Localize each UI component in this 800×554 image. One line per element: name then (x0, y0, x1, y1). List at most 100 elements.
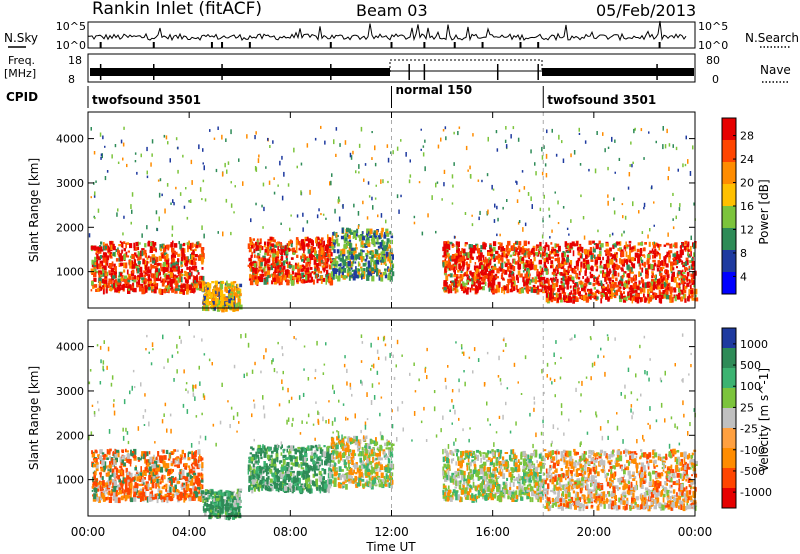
scatter-point (250, 218, 252, 223)
scatter-point (335, 238, 339, 244)
scatter-point (489, 260, 492, 266)
scatter-point (208, 290, 211, 297)
scatter-point (375, 235, 378, 239)
scatter-point (173, 258, 176, 263)
scatter-point (120, 497, 124, 501)
scatter-point (609, 234, 611, 238)
scatter-point (452, 184, 454, 188)
freq-unit: [MHz] (4, 67, 36, 80)
scatter-point (664, 289, 667, 292)
scatter-point (607, 166, 609, 171)
scatter-point (98, 272, 101, 278)
scatter-point (590, 254, 593, 260)
scatter-point (202, 281, 206, 285)
scatter-point (165, 468, 169, 473)
scatter-point (299, 243, 302, 249)
scatter-point (199, 496, 203, 502)
scatter-point (296, 214, 299, 218)
scatter-point (630, 280, 633, 283)
scatter-point (580, 295, 583, 299)
scatter-point (671, 273, 673, 277)
scatter-point (360, 268, 363, 272)
scatter-point (443, 182, 445, 187)
scatter-point (594, 263, 597, 267)
scatter-point (630, 277, 634, 281)
scatter-point (354, 261, 357, 264)
scatter-point (602, 273, 606, 277)
scatter-point (648, 241, 651, 247)
scatter-point (120, 139, 123, 144)
scatter-point (115, 492, 118, 497)
scatter-point (167, 281, 170, 284)
scatter-point (145, 287, 148, 293)
scatter-point (302, 212, 304, 217)
scatter-point (673, 259, 676, 262)
scatter-point (566, 250, 570, 254)
scatter-point (194, 486, 197, 490)
scatter-point (332, 232, 334, 236)
scatter-point (165, 258, 168, 264)
scatter-point (504, 139, 507, 143)
scatter-point (90, 289, 93, 292)
scatter-point (611, 279, 614, 282)
scatter-point (586, 264, 590, 270)
scatter-point (457, 241, 460, 248)
scatter-point (182, 251, 185, 255)
scatter-point (637, 256, 640, 260)
scatter-point (139, 492, 143, 498)
scatter-point (454, 279, 458, 284)
scatter-point (496, 148, 499, 152)
scatter-point (590, 259, 594, 262)
scatter-point (336, 268, 339, 272)
scatter-point (686, 260, 689, 265)
colorbar-tick-label: 8 (740, 247, 747, 260)
scatter-point (158, 216, 160, 222)
scatter-point (595, 278, 599, 281)
scatter-point (513, 280, 515, 285)
scatter-point (165, 135, 168, 140)
scatter-point (135, 241, 139, 247)
scatter-point (275, 261, 279, 267)
scatter-point (258, 154, 260, 158)
scatter-point (587, 250, 590, 256)
scatter-point (661, 283, 664, 289)
scatter-point (144, 467, 147, 473)
scatter-point (172, 449, 175, 454)
scatter-point (185, 285, 190, 289)
scatter-point (577, 246, 580, 250)
scatter-point (147, 462, 150, 467)
scatter-point (480, 272, 484, 276)
scatter-point (281, 245, 284, 248)
scatter-point (557, 288, 559, 292)
scatter-point (111, 462, 115, 467)
scatter-point (530, 264, 534, 270)
scatter-point (284, 275, 287, 280)
scatter-point (526, 251, 528, 255)
scatter-point (133, 287, 137, 293)
scatter-point (567, 267, 570, 272)
scatter-point (630, 249, 634, 252)
scatter-point (125, 255, 130, 258)
scatter-point (534, 278, 537, 284)
scatter-point (249, 237, 252, 242)
scatter-point (518, 241, 522, 246)
scatter-point (517, 245, 521, 250)
scatter-point (184, 476, 189, 482)
scatter-point (159, 178, 162, 182)
scatter-point (144, 249, 147, 255)
scatter-point (251, 251, 253, 257)
scatter-point (327, 272, 330, 277)
scatter-point (105, 273, 108, 277)
scatter-point (192, 279, 196, 284)
scatter-point (487, 273, 490, 280)
scatter-point (337, 263, 341, 267)
scatter-point (331, 261, 336, 265)
scatter-point (281, 248, 285, 253)
scatter-point (179, 454, 183, 458)
scatter-point (298, 273, 301, 277)
scatter-point (502, 269, 505, 274)
scatter-point (109, 476, 112, 480)
scatter-point (264, 248, 268, 254)
scatter-point (266, 264, 269, 269)
scatter-point (121, 485, 124, 489)
